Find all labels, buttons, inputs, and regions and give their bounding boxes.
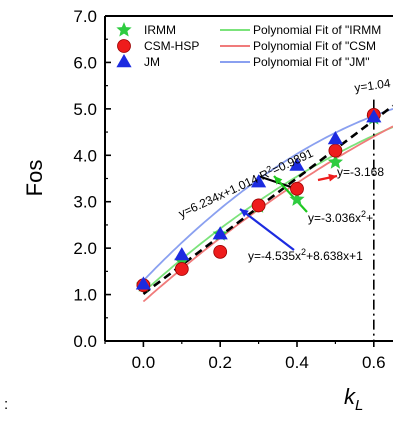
jm-marker xyxy=(251,174,267,188)
y-tick-label: 2.0 xyxy=(73,239,97,258)
x-tick-label: 0.2 xyxy=(208,353,232,372)
annotation-green-eq-sup: 2 xyxy=(361,209,366,219)
annotation-blue-eq-sup: 2 xyxy=(301,247,306,257)
axes: 0.0 1.0 2.0 3.0 4.0 5.0 6.0 7.0 0.0 0.2 0.4 0.6 Fo… xyxy=(22,7,393,414)
fit-curve-2 xyxy=(142,108,393,282)
y-tick-label: 4.0 xyxy=(73,146,97,165)
legend-jm-label: JM xyxy=(144,55,160,69)
annotation-linear-r2-sup: 2 xyxy=(265,164,274,175)
jm-marker xyxy=(135,276,151,290)
jm-marker xyxy=(212,226,228,240)
annotation-green-eq-tail: + xyxy=(366,211,373,225)
green-fit-arrow xyxy=(273,175,308,213)
legend-fit-label-2: Polynomial Fit of "JM" xyxy=(253,55,370,69)
jm-marker xyxy=(366,109,382,123)
csmhsp-marker xyxy=(213,244,228,259)
caption-mark: : xyxy=(4,396,9,413)
x-tick-label: 0.4 xyxy=(285,353,309,372)
y-tick-label: 5.0 xyxy=(73,100,97,119)
legend-fit-label-1: Polynomial Fit of "CSM xyxy=(253,39,376,53)
legend-irmm-label: IRMM xyxy=(144,23,176,37)
jm-marker xyxy=(174,247,190,261)
blue-fit-arrow-head xyxy=(240,209,249,218)
legend-csmhsp-marker xyxy=(117,39,131,53)
legend-csmhsp-label: CSM-HSP xyxy=(144,39,199,53)
annotation-green-eq: y=-3.036x xyxy=(308,211,361,225)
x-tick-label: 0.6 xyxy=(362,353,386,372)
y-tick-label: 3.0 xyxy=(73,193,97,212)
data-markers xyxy=(135,107,382,293)
csmhsp-marker xyxy=(328,143,343,158)
irmm-marker xyxy=(327,154,343,169)
y-tick-label: 6.0 xyxy=(73,53,97,72)
jm-marker xyxy=(327,131,343,145)
y-ticks: 0.0 1.0 2.0 3.0 4.0 5.0 6.0 7.0 xyxy=(73,7,111,351)
y-tick-label: 7.0 xyxy=(73,7,97,26)
x-axis-title-sub: L xyxy=(355,397,363,414)
irmm-marker xyxy=(289,191,305,206)
annotation-blue-eq: y=-4.535x xyxy=(248,249,301,263)
y-tick-label: 1.0 xyxy=(73,286,97,305)
legend-fit-label-0: Polynomial Fit of "IRMM xyxy=(253,23,381,37)
x-ticks: 0.0 0.2 0.4 0.6 xyxy=(104,341,386,372)
jm-marker xyxy=(289,157,305,171)
x-tick-label: 0.0 xyxy=(132,353,156,372)
annotation-green-fit: y=-3.036x2+ xyxy=(308,209,373,225)
legend: IRMM CSM-HSP JM Polynomial Fit of "IRMM Poly… xyxy=(116,22,381,69)
legend-irmm-marker xyxy=(116,22,132,37)
csmhsp-marker xyxy=(251,198,266,213)
green-fit-arrow-head xyxy=(274,176,283,185)
annotation-blue-eq-tail: +8.638x+1 xyxy=(306,249,363,263)
plot-area: y=1.04 y=6.234x+1.014 R2=0.9891 y=-3.168… xyxy=(116,22,393,341)
annotations: y=1.04 y=6.234x+1.014 R2=0.9891 y=-3.168… xyxy=(176,76,391,263)
y-tick-label: 0.0 xyxy=(73,332,97,351)
annotation-top-right: y=1.04 xyxy=(353,76,391,95)
legend-jm-marker xyxy=(116,54,132,68)
x-axis-title: kL xyxy=(344,384,363,414)
annotation-arrows xyxy=(239,173,338,251)
blue-fit-arrow xyxy=(239,208,295,251)
annotation-red-fit: y=-3.168 xyxy=(337,165,384,179)
annotation-linear-r2: =0.9891 xyxy=(270,146,316,177)
red-fit-arrow-head xyxy=(328,173,337,182)
csmhsp-marker xyxy=(290,181,304,196)
x-axis-title-main: k xyxy=(344,384,356,409)
annotation-linear-eq: y=6.234x+1.014 R xyxy=(176,166,271,220)
y-axis-title: Fos xyxy=(22,160,47,197)
csmhsp-marker xyxy=(174,262,189,276)
annotation-blue-fit: y=-4.535x2+8.638x+1 xyxy=(248,247,363,263)
